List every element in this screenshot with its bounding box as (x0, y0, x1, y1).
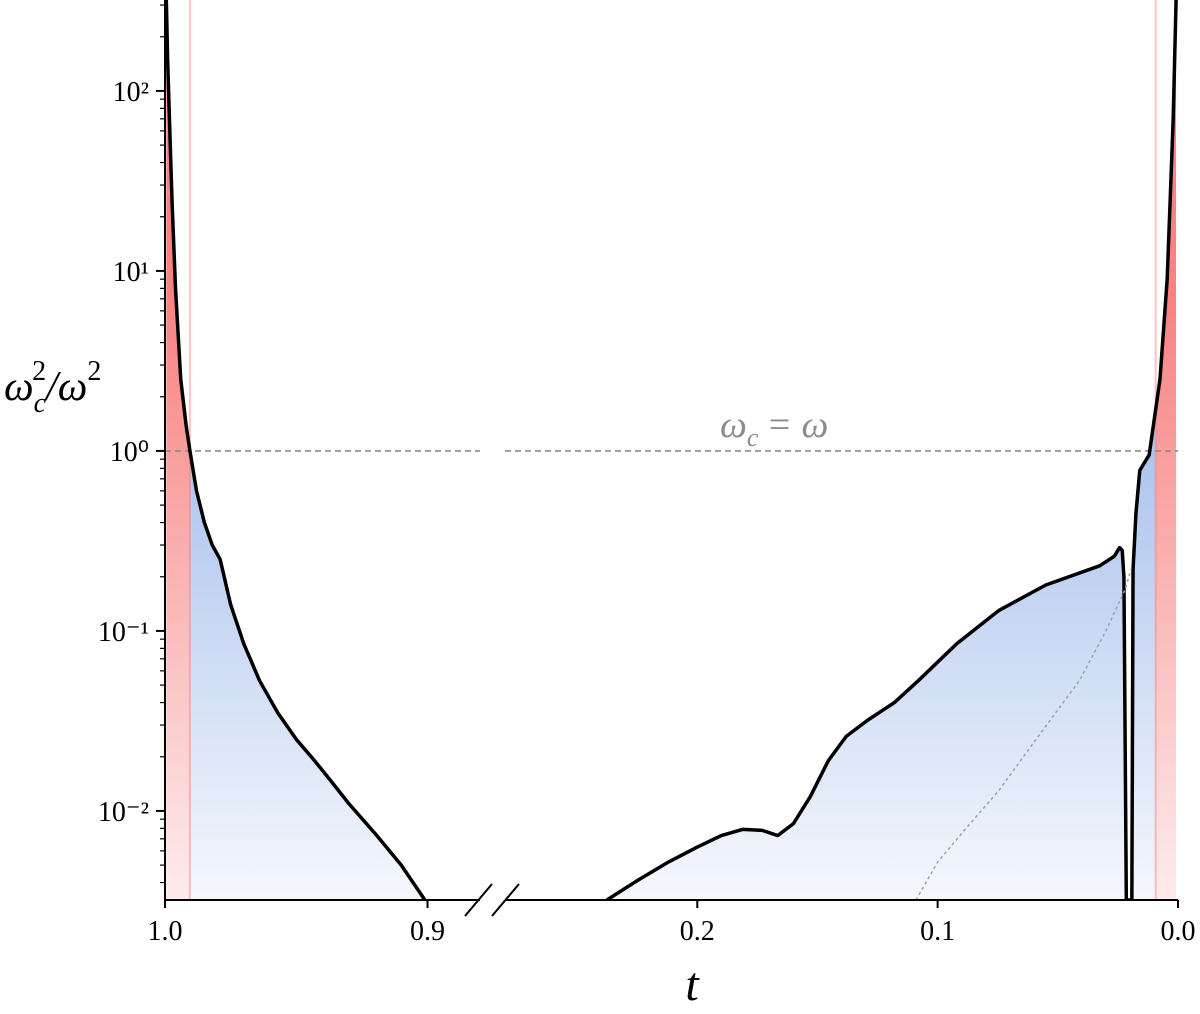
axis-break (491, 883, 520, 917)
x-tick-label: 0.9 (410, 916, 445, 947)
y-tick-label: 10⁻¹ (98, 617, 149, 648)
y-tick-label: 10⁻² (98, 797, 149, 828)
annotation-part: = ω (766, 404, 828, 446)
y-axis-label: ωc2/ω2 (4, 356, 101, 419)
annotation-part: ω (720, 404, 747, 446)
y-label-part: /ω (44, 364, 87, 410)
x-tick-label: 0.0 (1161, 916, 1196, 947)
x-axis-label: t (685, 958, 700, 1011)
panel (505, 0, 1178, 900)
y-label-part: 2 (87, 356, 101, 387)
y-label-part: 2 (32, 356, 46, 387)
y-label-part: ω (4, 364, 34, 410)
y-tick-label: 10⁰ (110, 437, 149, 468)
panel (165, 0, 480, 900)
y-label-part: c (34, 388, 47, 419)
plot-area: 1.0 0.9 10⁻² 10⁻¹ 10⁰ 10¹ 10² 0.2 0.1 0.0 (98, 0, 1196, 947)
x-tick-label: 0.2 (680, 916, 715, 947)
x-tick-label: 1.0 (148, 916, 183, 947)
curve (165, 0, 427, 900)
area-fill (606, 0, 1177, 900)
x-tick-label: 0.1 (920, 916, 955, 947)
annotation: ωc = ω (720, 404, 828, 452)
curve (605, 0, 1178, 900)
area-fill (166, 0, 425, 900)
y-tick-label: 10¹ (113, 257, 149, 288)
axis-break (464, 883, 493, 917)
annotation-part: c (747, 423, 759, 452)
y-tick-label: 10² (113, 77, 149, 108)
guide-curve (915, 569, 1132, 900)
